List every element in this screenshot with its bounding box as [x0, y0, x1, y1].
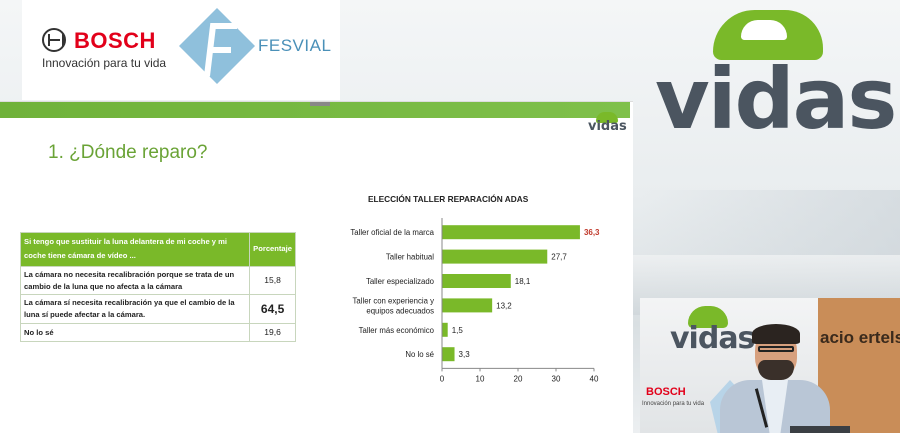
inset-sponsor-panel	[818, 298, 900, 433]
table-row: La cámara no necesita recalibración porq…	[19, 265, 296, 296]
fesvial-logo-text: FESVIAL	[258, 36, 332, 55]
inset-bosch-text: BOSCH	[646, 386, 686, 398]
chart-category-label: equipos adecuados	[366, 306, 434, 315]
chart-category-label: Taller especializado	[366, 277, 435, 286]
chart-canvas: 36,3 Taller oficial de la marca 27,7 Taller…	[350, 218, 600, 383]
bosch-logo-text: BOSCH	[74, 28, 156, 53]
table-header-question: Si tengo que sustituir la luna delantera…	[19, 232, 251, 267]
speaker-hair	[752, 324, 800, 344]
slide-vidas-text: vidas	[588, 119, 627, 134]
slide-vidas-car-icon	[596, 112, 618, 123]
chart-data-label: 13,2	[496, 301, 512, 310]
table-row-value: 19,6	[249, 322, 296, 343]
slide-vidas-logo: vidas	[588, 112, 628, 136]
vidas-logo-text: vidas	[655, 50, 897, 148]
slide-title: 1. ¿Dónde reparo?	[48, 142, 208, 163]
chart-bar	[442, 322, 448, 337]
chart-bar	[442, 274, 511, 288]
table-row-value: 64,5	[249, 294, 296, 324]
chart-category-label: Taller más económico	[359, 326, 435, 335]
inset-vidas-text: vidas	[670, 321, 755, 356]
chart-data-label: 27,7	[551, 253, 567, 262]
survey-table: Si tengo que sustituir la luna delantera…	[19, 232, 296, 343]
table-row-label: La cámara no necesita recalibración porq…	[19, 265, 251, 296]
table-header-row: Si tengo que sustituir la luna delantera…	[19, 232, 296, 267]
speaker-glasses	[758, 346, 794, 352]
chart-x-tick-label: 0	[440, 374, 445, 383]
chart-bar	[442, 347, 455, 362]
chart-title: ELECCIÓN TALLER REPARACIÓN ADAS	[368, 194, 529, 204]
bosch-tagline: Innovación para tu vida	[42, 56, 167, 70]
chart-category-label: No lo sé	[405, 350, 434, 359]
chart-category-label: Taller con experiencia y	[353, 296, 435, 305]
inset-sponsor-text: acio ertelsman	[820, 328, 900, 347]
table-row-value: 15,8	[249, 265, 296, 296]
bosch-logo-icon	[42, 28, 66, 52]
table-row-label: No lo sé	[19, 322, 251, 343]
fesvial-logo-icon	[179, 8, 255, 84]
presentation-slide: vidas 1. ¿Dónde reparo? Si tengo que sus…	[0, 101, 633, 433]
chart-bar	[442, 298, 493, 313]
chart-data-label: 18,1	[515, 277, 531, 286]
slide-top-bar	[0, 102, 630, 118]
adas-workshop-chart: ELECCIÓN TALLER REPARACIÓN ADAS 36,3 Tall…	[308, 194, 618, 394]
chart-x-tick-label: 30	[552, 374, 561, 383]
chart-category-label: Taller habitual	[386, 253, 434, 262]
speaker-video-inset: acio ertelsman vidas BOSCH Innovación pa…	[640, 298, 900, 433]
chart-bar	[442, 225, 580, 240]
table-row-label: La cámara sí necesita recalibración ya q…	[19, 294, 251, 324]
chart-bar	[442, 249, 548, 264]
vidas-car-icon	[713, 10, 823, 60]
podium	[790, 426, 850, 433]
chart-data-label: 1,5	[452, 326, 464, 335]
chart-x-tick-label: 20	[514, 374, 523, 383]
chart-x-tick-label: 10	[476, 374, 485, 383]
inset-vidas-car-icon	[688, 306, 728, 328]
sponsor-logos-panel: BOSCH Innovación para tu vida FESVIAL	[22, 0, 340, 100]
speaker-beard	[758, 360, 794, 380]
table-row: No lo sé 19,6	[19, 322, 296, 343]
chart-category-label: Taller oficial de la marca	[350, 228, 434, 237]
slide-bar-notch	[310, 102, 330, 106]
table-row: La cámara sí necesita recalibración ya q…	[19, 294, 296, 324]
table-header-percentage: Porcentaje	[249, 232, 296, 267]
inset-bosch-tagline: Innovación para tu vida	[642, 401, 705, 407]
chart-data-label: 36,3	[584, 228, 600, 237]
chart-x-tick-label: 40	[590, 374, 599, 383]
chart-data-label: 3,3	[459, 350, 471, 359]
